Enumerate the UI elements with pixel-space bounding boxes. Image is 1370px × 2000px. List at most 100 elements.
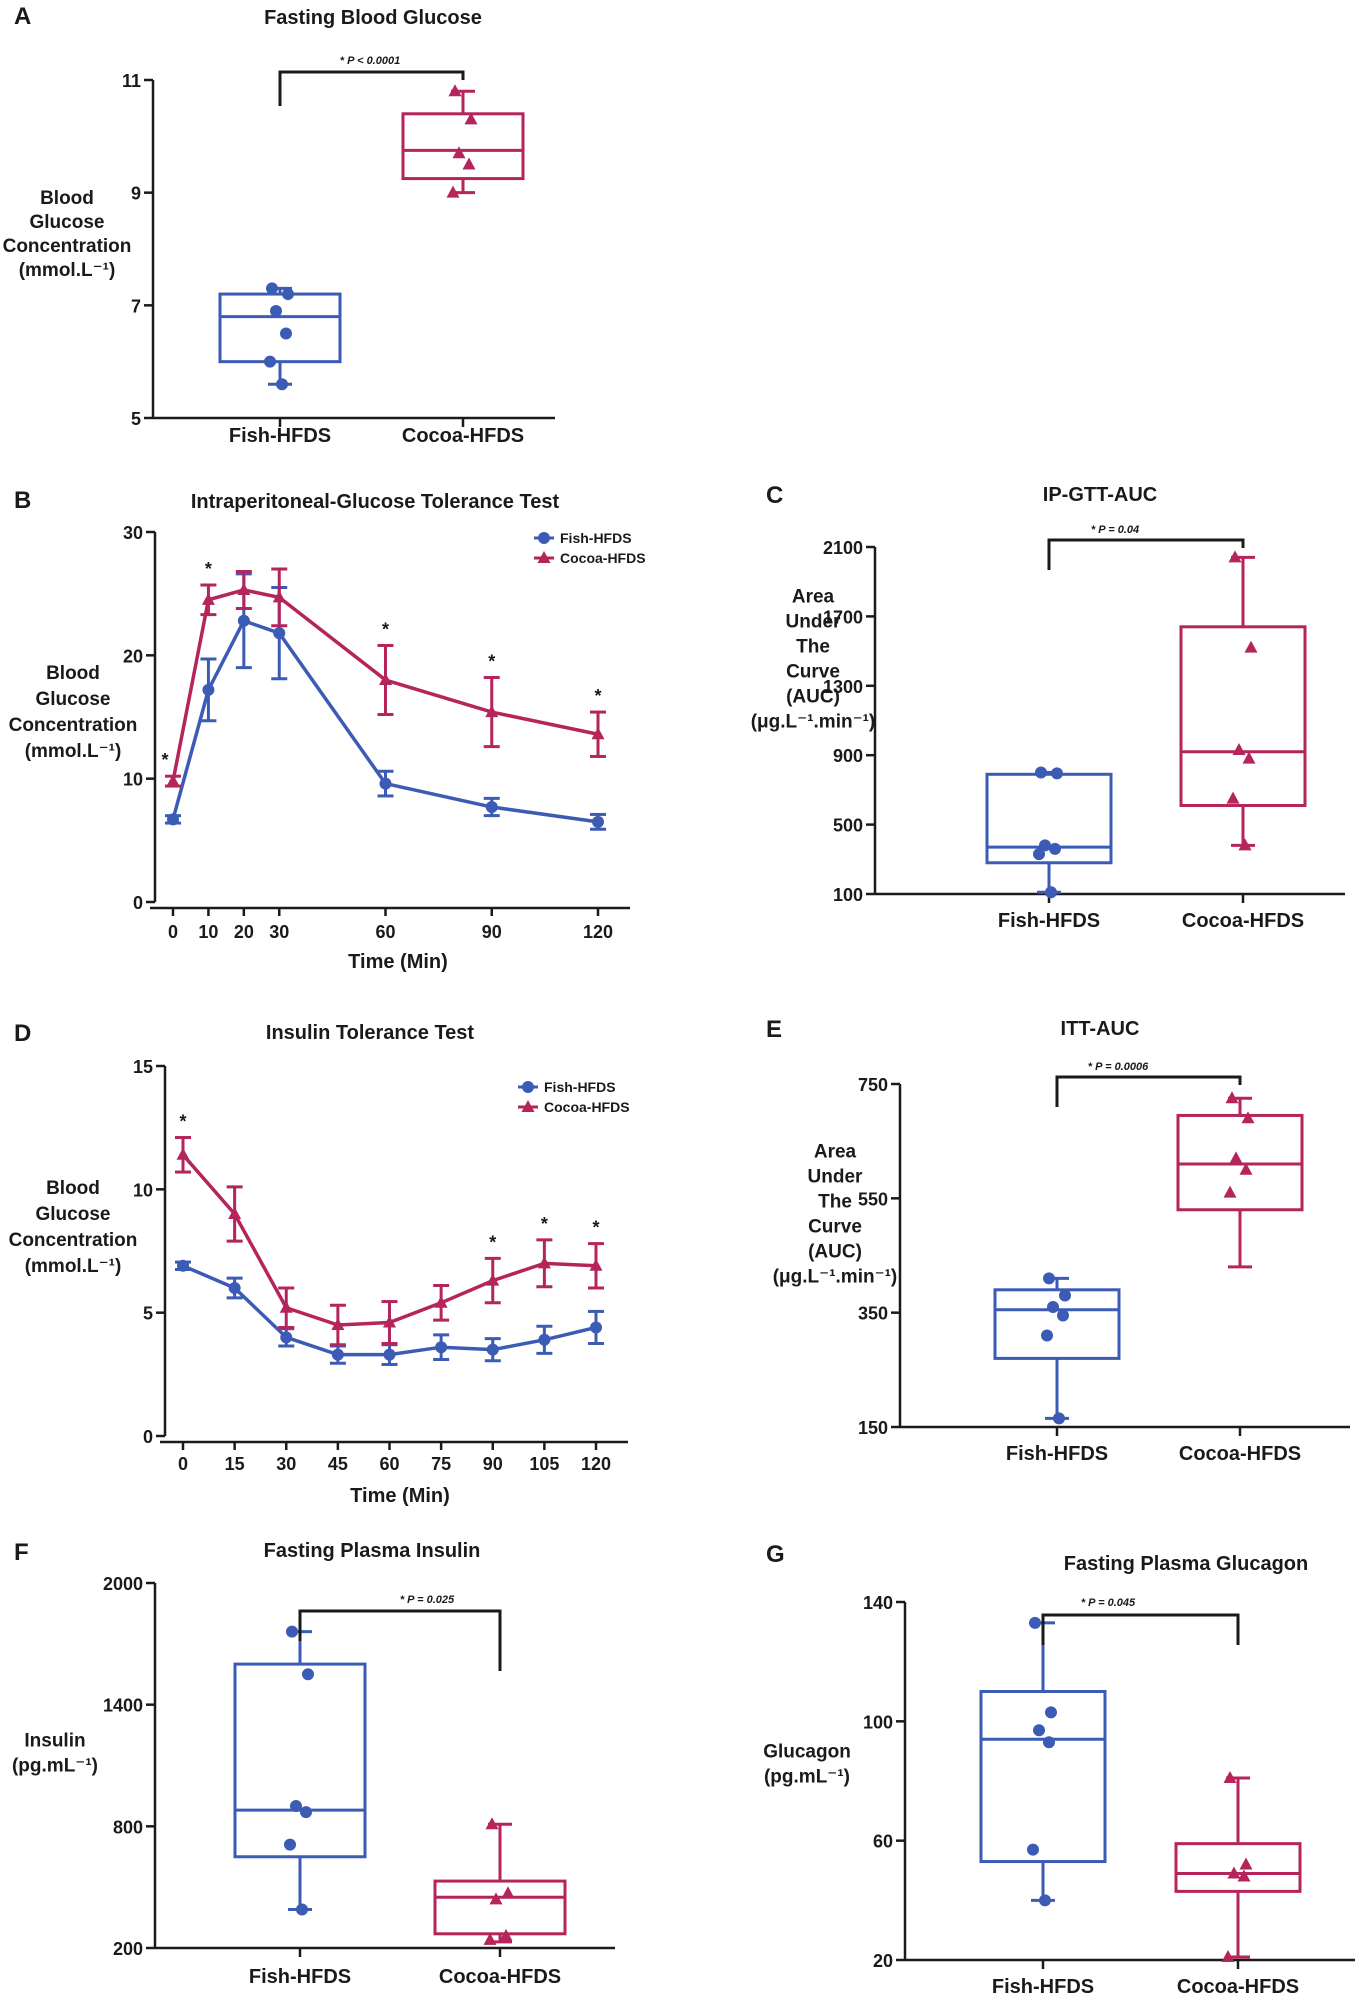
box-fish: Fish-HFDS xyxy=(979,1616,1107,1998)
y-tick-label: 100 xyxy=(833,885,863,905)
y-axis-label: Blood xyxy=(46,663,100,684)
data-point xyxy=(434,1295,448,1308)
data-point xyxy=(286,1625,298,1638)
data-point xyxy=(1043,1272,1055,1285)
data-point xyxy=(501,1886,515,1899)
data-point xyxy=(202,683,215,696)
panel-E: 150 350 550 750 Area Under The Curve (AUC) (μg.L⁻… xyxy=(766,1016,1350,1465)
y-axis-label: (mmol.L⁻¹) xyxy=(25,741,122,762)
data-point xyxy=(1029,1616,1041,1629)
box-iqr xyxy=(985,772,1113,865)
data-point xyxy=(177,1259,189,1272)
y-tick-label: 30 xyxy=(123,523,143,543)
x-tick-label: 0 xyxy=(178,1454,188,1474)
x-tick-label: Fish-HFDS xyxy=(1006,1443,1108,1465)
box-cocoa: Cocoa-HFDS xyxy=(1179,550,1307,932)
data-point xyxy=(1045,1706,1057,1719)
y-tick-label: 1400 xyxy=(103,1696,143,1716)
data-point xyxy=(1039,839,1051,852)
y-tick-label: 0 xyxy=(133,893,143,913)
data-point xyxy=(1244,640,1258,653)
data-point xyxy=(383,1315,396,1328)
box-cocoa: Cocoa-HFDS xyxy=(1176,1091,1304,1465)
x-tick-label: Fish-HFDS xyxy=(998,910,1100,932)
y-axis-label: (pg.mL⁻¹) xyxy=(764,1767,850,1788)
data-point xyxy=(379,673,392,685)
data-point xyxy=(276,378,288,391)
box-fish: Fish-HFDS xyxy=(985,766,1113,932)
box-iqr xyxy=(993,1288,1121,1360)
significance-label: * P = 0.045 xyxy=(1081,1597,1136,1609)
series-fish xyxy=(175,1259,604,1366)
data-point xyxy=(302,1668,314,1681)
y-tick-label: 1300 xyxy=(823,677,863,697)
panel-title: Insulin Tolerance Test xyxy=(266,1022,475,1044)
data-point xyxy=(266,282,278,295)
y-tick-label: 15 xyxy=(133,1057,153,1077)
x-tick-label: Cocoa-HFDS xyxy=(1182,910,1304,932)
data-point xyxy=(176,1147,190,1160)
data-point xyxy=(1027,1843,1039,1856)
y-axis-label: Concentration xyxy=(9,715,138,736)
data-point xyxy=(1239,1162,1253,1175)
data-point xyxy=(452,146,466,159)
panel-title: ITT-AUC xyxy=(1061,1018,1140,1040)
data-point xyxy=(331,1348,344,1361)
x-tick-label: 90 xyxy=(483,1454,503,1474)
panel-title: IP-GTT-AUC xyxy=(1043,484,1157,506)
y-tick-label: 200 xyxy=(113,1939,143,1959)
panel-letter: G xyxy=(766,1541,785,1568)
y-tick-label: 9 xyxy=(131,184,141,204)
y-tick-label: 5 xyxy=(131,409,141,429)
data-point xyxy=(1035,766,1047,779)
significance-bracket xyxy=(278,70,465,106)
y-axis-label: (AUC) xyxy=(808,1242,862,1263)
y-axis-label: (AUC) xyxy=(786,687,840,708)
data-point xyxy=(228,1207,242,1219)
y-axis-label: Curve xyxy=(786,662,840,683)
data-point xyxy=(486,1273,500,1286)
data-point xyxy=(1228,550,1242,563)
y-tick-label: 60 xyxy=(873,1832,893,1852)
significance-star: * xyxy=(382,619,389,639)
series-cocoa xyxy=(165,567,606,788)
data-point xyxy=(485,1817,499,1830)
significance-bracket xyxy=(298,1609,502,1671)
y-axis-label: (μg.L⁻¹.min⁻¹) xyxy=(751,712,876,733)
y-axis-label: (mmol.L⁻¹) xyxy=(25,1256,122,1277)
data-point xyxy=(464,112,478,125)
data-point xyxy=(272,590,286,603)
data-point xyxy=(499,1928,513,1941)
y-axis-label: Blood xyxy=(40,188,94,209)
data-point xyxy=(1049,842,1061,855)
x-tick-label: 75 xyxy=(431,1454,451,1474)
legend-marker xyxy=(538,532,550,544)
data-point xyxy=(284,1838,296,1851)
x-tick-label: 90 xyxy=(482,922,502,942)
panel-letter: A xyxy=(14,3,31,30)
x-tick-label: 30 xyxy=(276,1454,296,1474)
data-point xyxy=(1225,1091,1239,1104)
box-iqr xyxy=(401,112,525,181)
y-axis-label: Blood xyxy=(46,1178,100,1199)
data-point xyxy=(1051,767,1063,780)
data-point xyxy=(591,727,605,740)
data-point xyxy=(537,1256,551,1269)
panel-A: 5 7 9 11 Blood Glucose Concentration (mmol.L⁻¹)… xyxy=(3,3,555,447)
y-axis-label: Curve xyxy=(808,1217,862,1238)
panel-letter: F xyxy=(14,1539,29,1566)
significance-star: * xyxy=(488,652,495,672)
box-iqr xyxy=(1174,1842,1302,1893)
data-point xyxy=(462,157,476,170)
significance-star: * xyxy=(205,559,212,579)
data-point xyxy=(280,1331,293,1344)
data-point xyxy=(1033,848,1045,861)
y-axis-label: Glucose xyxy=(36,1204,111,1225)
box-iqr xyxy=(233,1662,367,1859)
data-point xyxy=(228,1282,241,1294)
y-axis-label: (mmol.L⁻¹) xyxy=(19,260,116,281)
data-point xyxy=(201,592,215,605)
significance-star: * xyxy=(179,1112,186,1132)
significance-star: * xyxy=(161,750,168,770)
significance-bracket xyxy=(1047,538,1245,570)
